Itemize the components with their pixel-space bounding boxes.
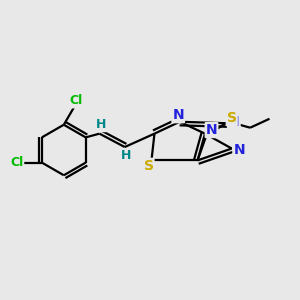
Text: H: H (96, 118, 106, 131)
Text: N: N (228, 115, 240, 129)
Text: Cl: Cl (69, 94, 82, 107)
Text: S: S (143, 159, 154, 173)
Text: S: S (227, 111, 237, 125)
Text: N: N (206, 123, 217, 137)
Text: H: H (121, 149, 131, 162)
Text: N: N (172, 108, 184, 122)
Text: N: N (233, 143, 245, 157)
Text: Cl: Cl (10, 156, 23, 169)
